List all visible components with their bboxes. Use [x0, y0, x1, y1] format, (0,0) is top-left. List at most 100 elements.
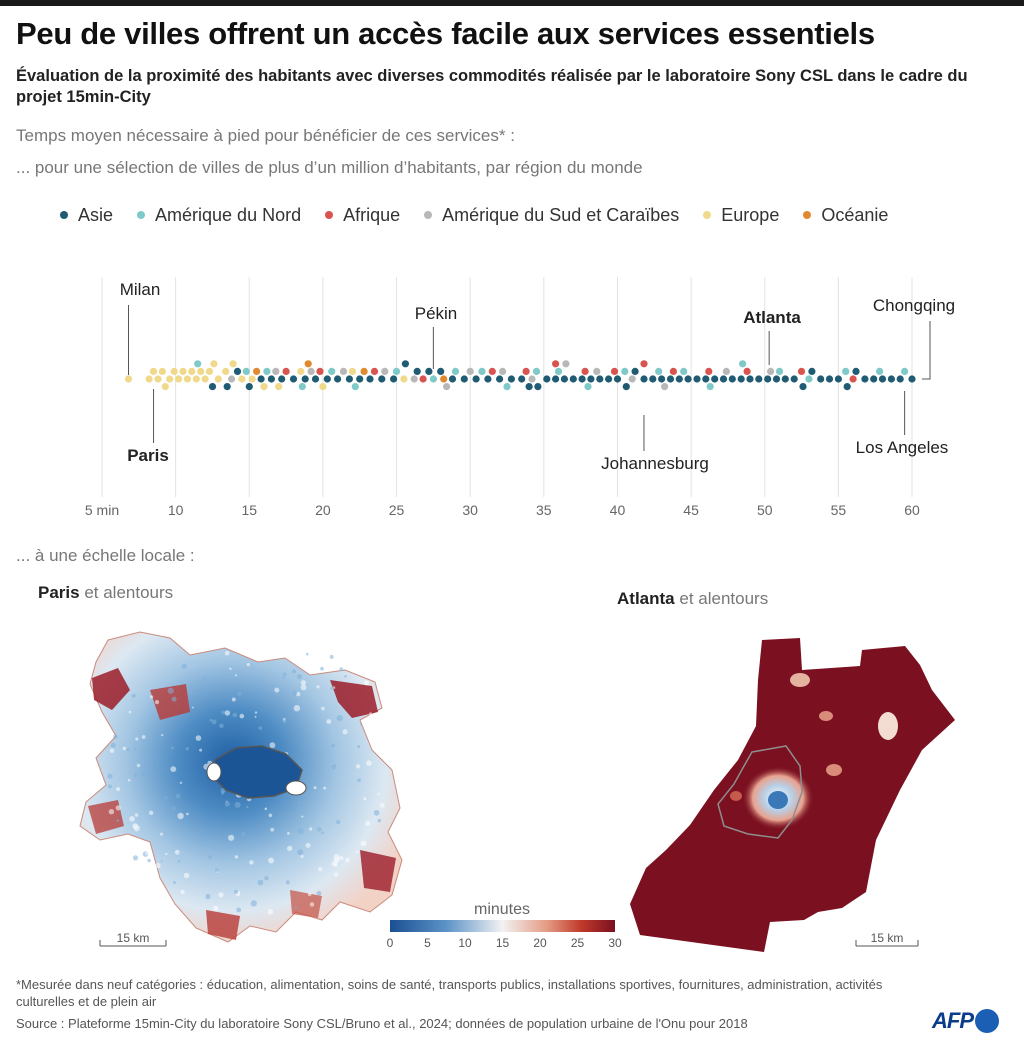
paris-speckle	[264, 807, 268, 811]
city-dot	[640, 360, 648, 368]
paris-speckle	[287, 845, 293, 852]
paris-speckle	[359, 723, 363, 726]
paris-speckle	[254, 711, 258, 714]
paris-speckle	[257, 879, 264, 886]
city-dot	[194, 360, 202, 368]
city-dot	[649, 375, 657, 383]
x-tick-label: 5 min	[85, 502, 119, 518]
colorbar-tick-label: 25	[571, 936, 585, 950]
city-dot	[655, 367, 663, 375]
city-dot	[214, 375, 222, 383]
paris-speckle	[167, 687, 174, 694]
legend-dot-icon	[137, 211, 146, 219]
city-dot	[711, 375, 719, 383]
city-dot	[901, 367, 909, 375]
city-dot	[192, 375, 200, 383]
paris-speckle	[110, 742, 116, 748]
paris-speckle	[296, 674, 303, 680]
city-dot	[560, 375, 569, 383]
city-dot	[532, 367, 541, 375]
city-dot	[328, 367, 336, 375]
paris-speckle	[258, 726, 263, 730]
paris-speckle	[235, 674, 238, 677]
city-dot	[605, 375, 613, 383]
paris-speckle	[122, 746, 127, 751]
paris-speckle	[213, 905, 219, 911]
paris-bois-de-vincennes	[285, 780, 307, 796]
city-dot	[790, 375, 798, 383]
city-dot	[149, 367, 158, 375]
paris-speckle	[218, 892, 224, 898]
city-dot	[640, 375, 648, 383]
paris-speckle	[108, 809, 115, 815]
paris-speckle	[225, 800, 229, 804]
city-dot	[360, 367, 368, 375]
city-dot	[179, 367, 187, 375]
paris-speckle	[224, 650, 230, 656]
paris-speckle	[264, 876, 269, 881]
city-dot	[228, 375, 236, 383]
city-dot	[334, 375, 342, 383]
city-dot	[522, 367, 530, 375]
paris-red-patch-s	[206, 910, 240, 940]
paris-speckle	[282, 719, 287, 724]
paris-speckle	[357, 778, 361, 782]
paris-speckle	[297, 849, 304, 856]
paris-speckle	[306, 652, 309, 656]
paris-map-suffix: et alentours	[84, 583, 174, 602]
city-dot	[797, 367, 806, 375]
city-dot	[684, 375, 692, 383]
city-dot	[319, 383, 327, 391]
paris-speckle	[211, 719, 217, 725]
city-dot	[496, 375, 504, 383]
paris-speckle	[301, 815, 304, 818]
paris-speckle	[356, 851, 359, 854]
paris-speckle	[360, 840, 367, 847]
colorbar-tick-label: 10	[458, 936, 472, 950]
paris-speckle	[185, 747, 189, 751]
city-dot	[587, 375, 595, 383]
city-dot	[183, 375, 191, 383]
chart-subtitle: Évaluation de la proximité des habitants…	[16, 67, 968, 106]
beeswarm-chart: Milan Paris Pékin Johannesburg Atlanta Chongq…	[85, 277, 955, 518]
x-tick-label: 20	[315, 502, 331, 518]
x-tick-label: 60	[904, 502, 920, 518]
city-dot	[534, 383, 542, 391]
paris-speckle	[373, 809, 380, 816]
paris-speckle	[267, 908, 274, 915]
city-dot	[896, 375, 904, 383]
city-dot	[145, 375, 153, 383]
colorbar: minutes 0 5 10 15 20 25 30	[387, 901, 622, 950]
paris-speckle	[227, 843, 233, 849]
city-dot	[746, 375, 754, 383]
paris-speckle	[209, 718, 213, 722]
city-dot	[852, 367, 860, 375]
city-dot	[552, 375, 560, 383]
paris-speckle	[108, 784, 112, 789]
paris-speckle	[221, 710, 226, 715]
paris-speckle	[332, 686, 336, 689]
paris-speckle	[177, 812, 184, 820]
city-dot	[621, 367, 629, 375]
city-dot	[323, 375, 331, 383]
city-dot	[503, 383, 511, 391]
atlanta-map-name: Atlanta	[617, 589, 675, 608]
paris-speckle	[321, 831, 324, 835]
paris-speckle	[344, 675, 347, 678]
paris-speckle	[126, 748, 130, 752]
colorbar-gradient	[390, 920, 615, 932]
atlanta-scale-label: 15 km	[871, 931, 904, 945]
paris-speckle	[297, 800, 301, 804]
city-dot	[410, 375, 418, 383]
paris-speckle	[237, 891, 241, 894]
paris-speckle	[268, 857, 275, 864]
paris-speckle	[202, 676, 208, 682]
city-dot	[772, 375, 781, 383]
paris-bois-de-boulogne	[206, 762, 222, 782]
paris-speckle	[246, 805, 249, 809]
paris-speckle	[320, 666, 324, 671]
city-dot	[197, 367, 205, 375]
paris-speckle	[292, 669, 297, 674]
legend-item-oceanie: Océanie	[803, 205, 888, 226]
city-dot	[484, 375, 492, 383]
